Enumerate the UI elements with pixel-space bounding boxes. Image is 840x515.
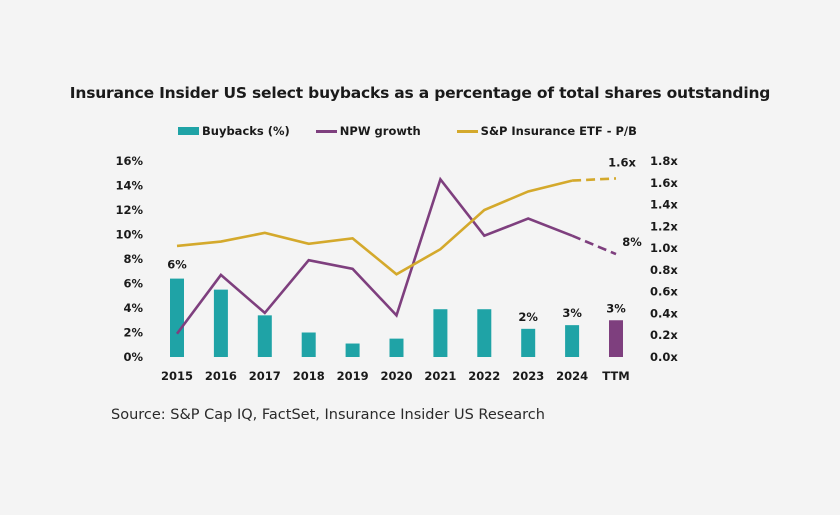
x-tick-label: TTM bbox=[602, 369, 629, 383]
left-tick-label: 12% bbox=[115, 203, 143, 217]
npw-growth-line-projection bbox=[571, 234, 617, 256]
data-label: 8% bbox=[622, 235, 642, 249]
left-axis: 0% 2% 4% 6% 8% 10% 12% 14% 16% bbox=[115, 154, 143, 364]
left-tick-label: 16% bbox=[115, 154, 143, 168]
legend-item-buybacks: Buybacks (%) bbox=[178, 124, 290, 138]
data-label: 1.6x bbox=[608, 155, 636, 169]
x-tick-label: 2017 bbox=[249, 369, 281, 383]
x-tick-label: 2021 bbox=[424, 369, 456, 383]
right-tick-label: 1.4x bbox=[650, 198, 678, 212]
bar-series bbox=[170, 278, 623, 357]
x-tick-label: 2015 bbox=[161, 369, 193, 383]
right-tick-label: 0.8x bbox=[650, 263, 678, 277]
x-tick-label: 2019 bbox=[337, 369, 369, 383]
bar bbox=[565, 325, 580, 357]
data-label: 3% bbox=[606, 301, 626, 315]
left-tick-label: 14% bbox=[115, 179, 143, 193]
left-tick-label: 10% bbox=[115, 228, 143, 242]
data-label: 6% bbox=[167, 258, 187, 272]
bar bbox=[609, 320, 623, 357]
left-tick-label: 0% bbox=[123, 350, 143, 364]
legend-swatch-buybacks bbox=[178, 127, 199, 135]
x-tick-label: 2020 bbox=[380, 369, 412, 383]
left-tick-label: 4% bbox=[123, 301, 143, 315]
bar bbox=[213, 289, 228, 357]
x-tick-label: 2023 bbox=[512, 369, 544, 383]
x-tick-label: 2022 bbox=[468, 369, 500, 383]
data-label: 2% bbox=[518, 310, 538, 324]
data-labels: 6% 2% 3% 3% 8% 1.6x bbox=[167, 155, 642, 323]
right-tick-label: 0.6x bbox=[650, 285, 678, 299]
left-tick-label: 2% bbox=[123, 326, 143, 340]
bar bbox=[389, 338, 404, 357]
bar bbox=[170, 278, 184, 357]
source-note: Source: S&P Cap IQ, FactSet, Insurance I… bbox=[111, 407, 545, 423]
legend-label-buybacks: Buybacks (%) bbox=[202, 124, 290, 138]
right-tick-label: 0.4x bbox=[650, 306, 678, 320]
right-tick-label: 0.2x bbox=[650, 328, 678, 342]
bar bbox=[301, 332, 316, 357]
bar bbox=[521, 328, 536, 357]
pb-line-projection bbox=[572, 177, 617, 182]
right-axis: 0.0x 0.2x 0.4x 0.6x 0.8x 1.0x 1.2x 1.4x 1.6x 1.8x bbox=[650, 154, 678, 364]
x-tick-label: 2018 bbox=[293, 369, 325, 383]
data-label: 3% bbox=[562, 306, 582, 320]
x-tick-label: 2016 bbox=[205, 369, 237, 383]
left-tick-label: 8% bbox=[123, 252, 143, 266]
legend-swatch-npw bbox=[315, 129, 337, 133]
right-tick-label: 1.0x bbox=[650, 241, 678, 255]
x-tick-label: 2024 bbox=[556, 369, 588, 383]
npw-growth-line bbox=[175, 176, 573, 335]
right-tick-label: 0.0x bbox=[650, 350, 678, 364]
chart-title: Insurance Insider US select buybacks as … bbox=[69, 84, 771, 102]
bar bbox=[345, 343, 360, 357]
pb-line bbox=[176, 179, 573, 276]
right-tick-label: 1.6x bbox=[650, 176, 678, 190]
right-tick-label: 1.2x bbox=[650, 219, 678, 233]
legend: Buybacks (%) NPW growth S&P Insurance ET… bbox=[178, 124, 663, 138]
legend-label-npw: NPW growth bbox=[339, 124, 421, 138]
legend-item-pb: S&P Insurance ETF - P/B bbox=[456, 124, 637, 138]
x-axis: 2015 2016 2017 2018 2019 2020 2021 2022 2023 2024… bbox=[161, 369, 630, 383]
legend-item-npw: NPW growth bbox=[315, 124, 421, 138]
legend-swatch-pb bbox=[456, 129, 478, 133]
bar bbox=[257, 315, 272, 357]
right-tick-label: 1.8x bbox=[650, 154, 678, 168]
left-tick-label: 6% bbox=[123, 277, 143, 291]
bar bbox=[477, 309, 492, 357]
bar bbox=[433, 309, 448, 357]
line-series bbox=[175, 176, 617, 335]
legend-label-pb: S&P Insurance ETF - P/B bbox=[480, 124, 637, 138]
